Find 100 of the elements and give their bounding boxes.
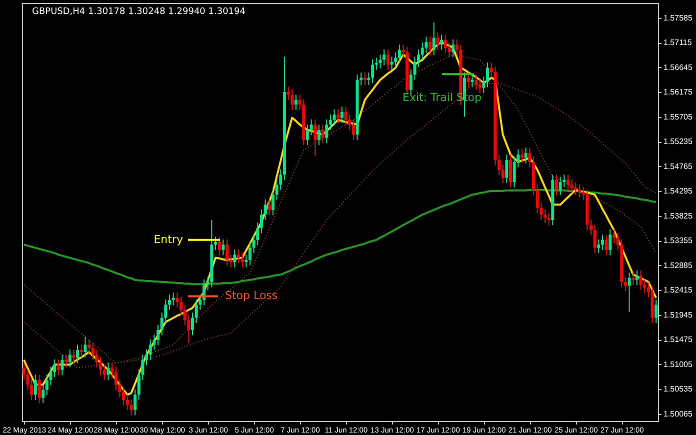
candlestick	[176, 292, 179, 308]
candlestick	[624, 276, 627, 292]
candlestick	[574, 182, 578, 196]
candlestick	[394, 52, 398, 68]
y-tick-label: 1.53355	[664, 236, 693, 246]
y-tick-label: 1.54295	[664, 186, 693, 196]
candlestick	[452, 38, 455, 58]
candlestick	[597, 238, 600, 254]
candlestick	[134, 388, 137, 416]
candlestick	[589, 218, 592, 236]
candlestick	[314, 118, 317, 156]
y-tick-label: 1.51945	[664, 310, 693, 320]
y-tick-label: 1.50535	[664, 384, 693, 394]
candlestick	[382, 48, 386, 66]
candlestick	[348, 114, 352, 130]
candlestick	[628, 272, 631, 313]
candlestick	[214, 236, 217, 250]
candlestick	[374, 57, 378, 70]
candlestick	[508, 154, 512, 188]
candlestick	[604, 234, 608, 256]
y-tick-label: 1.53825	[664, 211, 693, 220]
candlestick	[321, 124, 324, 144]
candlestick	[336, 108, 340, 124]
candlestick	[168, 294, 172, 310]
candlestick	[547, 212, 550, 226]
candlestick	[172, 292, 175, 306]
candlestick	[340, 106, 344, 124]
candlestick	[38, 374, 41, 404]
y-tick-label: 1.57585	[664, 14, 693, 23]
candlestick	[398, 44, 401, 64]
candlestick	[53, 358, 56, 378]
candlestick	[218, 236, 221, 256]
candlestick	[352, 118, 355, 140]
candlestick	[290, 88, 294, 110]
candlestick	[229, 254, 232, 268]
candlestick	[654, 298, 658, 324]
candlestick	[344, 106, 348, 126]
candlestick	[646, 282, 650, 298]
candlestick	[268, 198, 271, 216]
candlestick	[520, 148, 524, 164]
candlestick	[632, 272, 635, 286]
candlestick	[56, 358, 60, 376]
y-tick-label: 1.52415	[664, 286, 693, 295]
candlestick	[478, 78, 482, 94]
candlestick	[482, 76, 486, 94]
candlestick	[76, 344, 80, 364]
candlestick	[122, 386, 126, 406]
candlestick	[566, 174, 570, 190]
candlestick	[486, 62, 490, 88]
candlestick	[444, 34, 447, 54]
y-tick-label: 1.50065	[664, 409, 693, 418]
candlestick	[233, 248, 236, 268]
candlestick	[593, 224, 596, 254]
candlestick	[60, 354, 64, 376]
candlestick	[390, 56, 394, 70]
candlestick	[608, 228, 612, 256]
candlestick	[148, 338, 152, 360]
candlestick	[80, 344, 83, 358]
candlestick	[72, 348, 76, 364]
candlestick	[99, 356, 102, 376]
candlestick	[417, 48, 420, 68]
candlestick	[505, 154, 508, 184]
candlestick	[635, 270, 638, 286]
candlestick	[600, 234, 604, 250]
candlestick	[310, 118, 313, 136]
candlestick	[260, 208, 263, 234]
candlestick	[271, 188, 274, 216]
candlestick	[436, 32, 440, 50]
candlestick	[244, 254, 248, 268]
candlestick	[440, 34, 444, 50]
chart-title: GBPUSD,H4 1.30178 1.30248 1.29940 1.30194	[32, 7, 246, 17]
candlestick	[102, 364, 106, 380]
candlestick	[180, 296, 182, 316]
candlestick	[558, 176, 562, 196]
candlestick	[34, 374, 37, 400]
candlestick	[264, 198, 267, 220]
candlestick	[106, 362, 110, 380]
candlestick	[402, 44, 405, 58]
y-tick-label: 1.57115	[664, 38, 692, 48]
candlestick	[225, 238, 228, 266]
candlestick	[306, 124, 309, 146]
candlestick	[222, 238, 225, 256]
candlestick	[501, 164, 504, 184]
candlestick	[88, 338, 91, 354]
candlestick	[84, 336, 87, 358]
candlestick	[470, 74, 474, 88]
candlestick	[528, 147, 532, 168]
candlestick	[156, 324, 160, 346]
candlestick	[543, 208, 546, 224]
candlestick	[194, 298, 198, 324]
candlestick	[130, 398, 133, 416]
candlestick	[498, 154, 500, 176]
y-tick-label: 1.52885	[664, 260, 693, 270]
candlestick	[248, 242, 252, 266]
candlestick	[325, 118, 328, 144]
candlestick	[145, 348, 148, 366]
y-tick-label: 1.54765	[664, 162, 693, 171]
candlestick	[639, 270, 642, 290]
candlestick	[371, 58, 374, 84]
ref-line-label: Stop Loss	[225, 289, 278, 302]
